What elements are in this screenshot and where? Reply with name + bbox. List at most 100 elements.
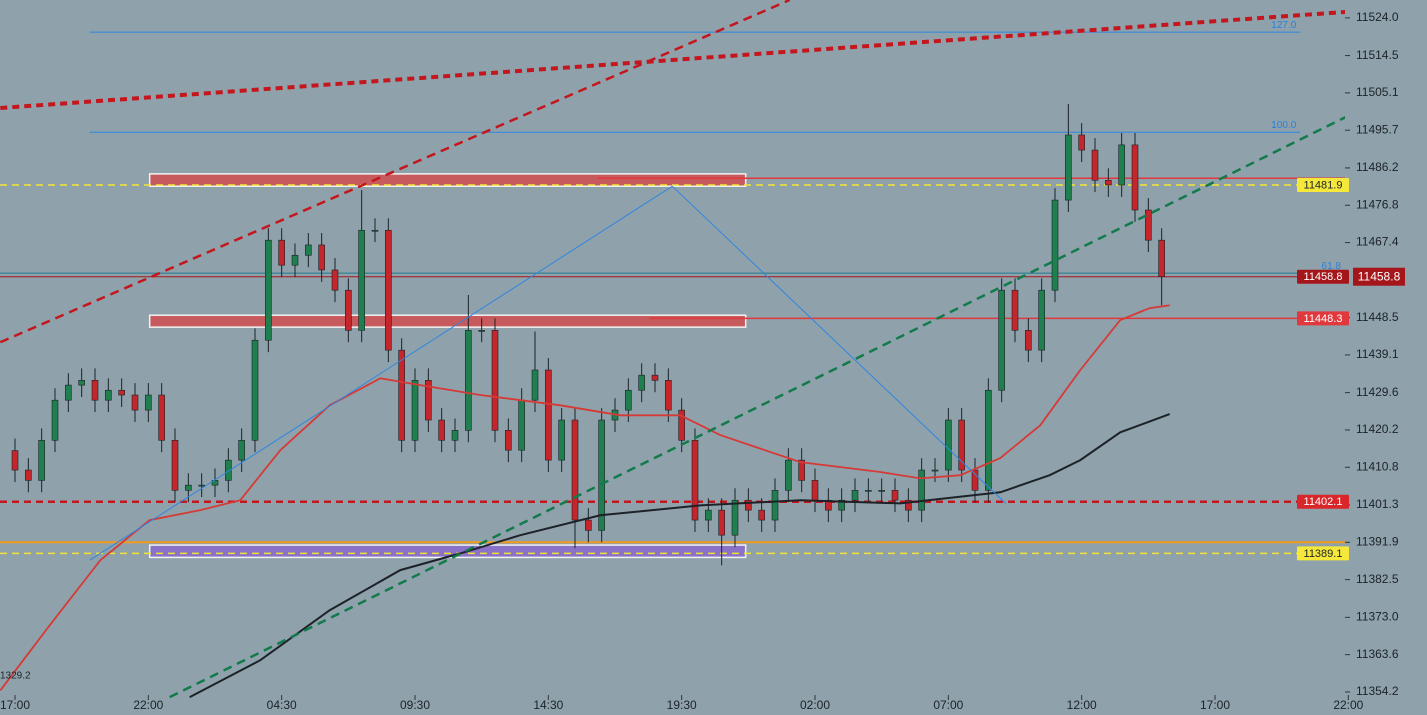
candle-body	[558, 419, 565, 461]
candle-body	[505, 430, 512, 451]
candle-body	[1025, 330, 1032, 351]
price-badge	[1297, 311, 1349, 326]
x-tick-label: 09:30	[400, 698, 430, 712]
x-tick-label: 17:00	[1200, 698, 1230, 712]
overlay-line	[0, 9, 1345, 110]
y-tick-label: 11429.6	[1356, 385, 1399, 399]
price-badge	[1297, 269, 1349, 284]
candle-body	[651, 374, 659, 381]
candle-body	[438, 419, 445, 441]
price-badge-label: 11458.8	[1304, 271, 1343, 283]
candle-body	[1158, 239, 1165, 278]
candle-body	[918, 469, 925, 511]
candle-body	[411, 380, 419, 441]
price-badge	[1297, 178, 1349, 193]
overlay-line	[169, 116, 1345, 699]
zone	[148, 173, 747, 187]
candle-body	[865, 489, 872, 492]
candle-body	[851, 489, 859, 501]
candle-body	[1145, 209, 1152, 241]
fib-label: 127.0	[1271, 20, 1296, 31]
candle-body	[398, 349, 405, 441]
candle-body	[425, 380, 432, 421]
candle-body	[998, 289, 1005, 391]
candle-body	[451, 430, 459, 441]
price-badge	[1353, 267, 1405, 286]
x-tick-label: 22:00	[1333, 698, 1363, 712]
x-tick-label: 04:30	[267, 698, 297, 712]
annotation: 1329.2	[0, 671, 31, 682]
candle-body	[145, 394, 152, 411]
y-tick-label: 11476.8	[1356, 197, 1399, 211]
candle-body	[185, 484, 192, 491]
candle-body	[291, 254, 299, 266]
price-badge-label: 11448.3	[1304, 313, 1343, 325]
candle-body	[1065, 134, 1072, 201]
candle-body	[985, 389, 992, 491]
candle-body	[305, 244, 312, 256]
y-tick-label: 11410.8	[1356, 459, 1399, 473]
y-tick-label: 11354.2	[1356, 684, 1399, 698]
overlay-line	[0, 304, 1170, 691]
overlay-line	[89, 185, 1007, 561]
candle-body	[65, 384, 72, 401]
candle-body	[358, 229, 365, 331]
candle-body	[518, 399, 525, 451]
candle-body	[51, 399, 59, 441]
price-badge-label: 11402.1	[1304, 496, 1343, 508]
candle-body	[158, 394, 165, 441]
price-badge-label: 11481.9	[1304, 179, 1343, 191]
candle-body	[1091, 149, 1099, 181]
x-tick-label: 02:00	[800, 698, 830, 712]
x-tick-label: 07:00	[933, 698, 963, 712]
candle-body	[905, 499, 912, 511]
candle-body	[771, 489, 779, 521]
candle-body	[238, 439, 245, 461]
price-badge-label: 11389.1	[1304, 548, 1343, 560]
candle-body	[1118, 144, 1125, 186]
overlay-line	[0, 0, 791, 344]
y-tick-label: 11391.9	[1356, 534, 1399, 548]
candle-body	[691, 439, 699, 521]
candle-body	[38, 439, 45, 481]
candle-body	[1105, 179, 1112, 186]
candle-body	[385, 229, 392, 351]
overlay-line	[189, 413, 1171, 698]
price-badge	[1297, 546, 1349, 561]
candle-body	[785, 459, 792, 491]
candle-body	[585, 519, 592, 531]
candle-body	[1011, 289, 1019, 331]
x-tick-label: 14:30	[533, 698, 563, 712]
y-tick-label: 11495.7	[1356, 122, 1399, 136]
candle-body	[225, 459, 232, 481]
candle-body	[331, 269, 339, 291]
candle-body	[531, 369, 539, 401]
plot-area: 127.0 100.0 61.8	[0, 0, 1345, 699]
candle-body	[718, 509, 725, 536]
y-tick-label: 11373.0	[1356, 610, 1399, 624]
y-tick-label: 11439.1	[1356, 347, 1399, 361]
price-badge-label: 11458.8	[1358, 269, 1401, 283]
candle-body	[571, 419, 579, 521]
fib-label: 100.0	[1271, 120, 1296, 131]
y-tick-label: 11382.5	[1356, 572, 1399, 586]
candle-body	[891, 489, 899, 501]
candle-body	[465, 330, 472, 431]
candle-body	[971, 469, 979, 491]
candle-body	[878, 489, 885, 492]
fib-label: 61.8	[1322, 261, 1342, 272]
candle-body	[665, 380, 672, 411]
price-badge	[1297, 494, 1349, 509]
candle-body	[131, 394, 139, 411]
x-tick-label: 12:00	[1067, 698, 1097, 712]
candle-body	[958, 419, 965, 471]
candle-body	[811, 480, 819, 501]
candle-body	[278, 239, 285, 266]
y-tick-label: 11524.0	[1356, 10, 1399, 24]
candle-body	[625, 389, 632, 411]
y-tick-label: 11363.6	[1356, 647, 1399, 661]
candle-body	[265, 239, 272, 341]
zone	[148, 544, 747, 559]
